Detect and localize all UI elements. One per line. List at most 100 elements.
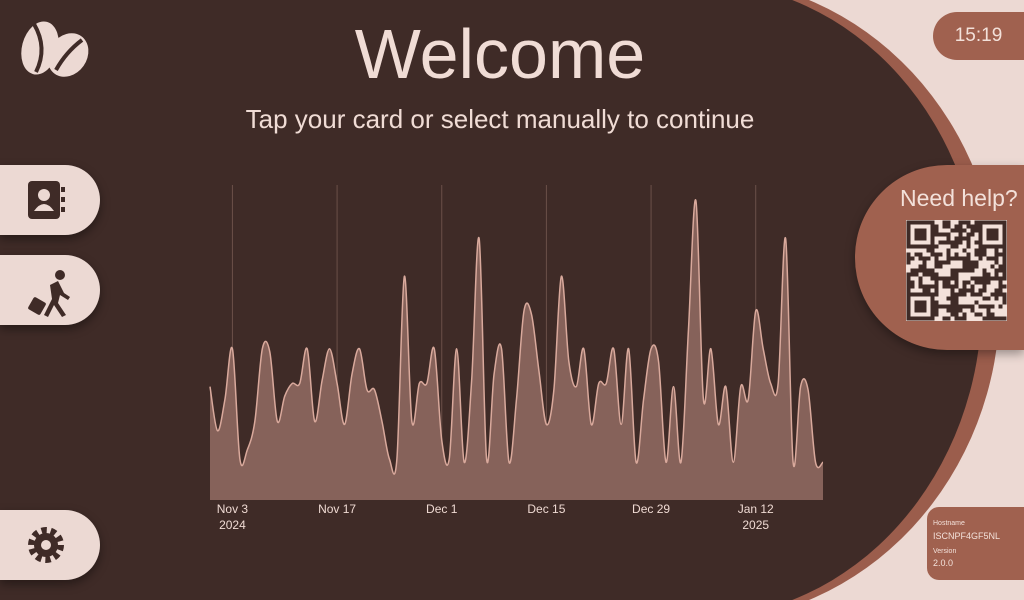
qr-cell (906, 288, 911, 293)
qr-cell (1002, 264, 1007, 269)
qr-cell (958, 316, 963, 321)
qr-cell (994, 256, 999, 261)
qr-cell (954, 304, 959, 309)
qr-cell (986, 308, 991, 313)
qr-cell (946, 252, 951, 257)
qr-cell (926, 284, 931, 289)
qr-cell (934, 272, 939, 277)
contacts-icon (28, 181, 65, 219)
qr-cell (958, 220, 963, 225)
qr-cell (974, 292, 979, 297)
qr-cell (966, 268, 971, 273)
qr-cell (978, 280, 983, 285)
qr-cell (950, 308, 955, 313)
qr-cell (978, 276, 983, 281)
qr-cell (950, 268, 955, 273)
qr-cell (990, 256, 995, 261)
qr-cell (954, 296, 959, 301)
qr-cell (934, 264, 939, 269)
travel-button[interactable] (0, 255, 100, 325)
qr-cell (962, 268, 967, 273)
qr-cell (986, 304, 991, 309)
qr-cell (1002, 252, 1007, 257)
qr-finder-center (986, 228, 999, 241)
qr-cell (974, 240, 979, 245)
qr-cell (966, 232, 971, 237)
qr-cell (934, 224, 939, 229)
qr-cell (950, 228, 955, 233)
qr-cell (954, 236, 959, 241)
qr-cell (966, 288, 971, 293)
qr-cell (978, 304, 983, 309)
qr-cell (970, 232, 975, 237)
qr-cell (934, 244, 939, 249)
help-title: Need help? (900, 185, 1018, 211)
chart (209, 185, 824, 501)
qr-cell (922, 256, 927, 261)
x-tick-label: Dec 29 (632, 502, 671, 516)
qr-cell (938, 264, 943, 269)
hostname-label: Hostname (933, 520, 965, 527)
qr-cell (986, 296, 991, 301)
qr-cell (954, 316, 959, 321)
contacts-button[interactable] (0, 165, 100, 235)
qr-cell (922, 260, 927, 265)
qr-cell (922, 272, 927, 277)
qr-cell (918, 256, 923, 261)
settings-button[interactable] (0, 510, 100, 580)
qr-cell (938, 252, 943, 257)
qr-cell (946, 284, 951, 289)
clock: 15:19 (933, 12, 1024, 60)
qr-cell (918, 264, 923, 269)
qr-cell (934, 280, 939, 285)
qr-cell (946, 248, 951, 253)
qr-cell (918, 252, 923, 257)
qr-cell (922, 284, 927, 289)
qr-cell (934, 292, 939, 297)
qr-cell (978, 312, 983, 317)
qr-cell (962, 280, 967, 285)
qr-cell (1002, 260, 1007, 265)
qr-cell (914, 268, 919, 273)
qr-cell (906, 252, 911, 257)
qr-cell (946, 316, 951, 321)
qr-cell (910, 268, 915, 273)
qr-cell (950, 272, 955, 277)
qr-cell (966, 244, 971, 249)
qr-cell (954, 228, 959, 233)
qr-cell (934, 228, 939, 233)
qr-cell (962, 264, 967, 269)
qr-cell (934, 288, 939, 293)
qr-cell (962, 260, 967, 265)
qr-cell (982, 268, 987, 273)
qr-cell (970, 288, 975, 293)
qr-finder-center (914, 300, 927, 313)
qr-cell (1002, 292, 1007, 297)
qr-cell (926, 288, 931, 293)
qr-cell (970, 228, 975, 233)
qr-cell (930, 268, 935, 273)
qr-cell (918, 268, 923, 273)
qr-cell (954, 312, 959, 317)
qr-cell (934, 260, 939, 265)
qr-cell (998, 276, 1003, 281)
qr-cell (906, 260, 911, 265)
qr-cell (970, 260, 975, 265)
qr-cell (958, 236, 963, 241)
qr-cell (994, 292, 999, 297)
qr-cell (930, 284, 935, 289)
x-tick-label: Jan 12 2025 (737, 502, 774, 532)
qr-cell (1002, 268, 1007, 273)
qr-cell (1002, 248, 1007, 253)
x-tick-label: Nov 3 2024 (216, 502, 249, 532)
qr-cell (998, 268, 1003, 273)
qr-cell (914, 272, 919, 277)
qr-cell (978, 248, 983, 253)
qr-cell (958, 232, 963, 237)
qr-cell (962, 228, 967, 233)
qr-cell (982, 284, 987, 289)
qr-cell (986, 316, 991, 321)
qr-cell (982, 288, 987, 293)
qr-cell (950, 256, 955, 261)
